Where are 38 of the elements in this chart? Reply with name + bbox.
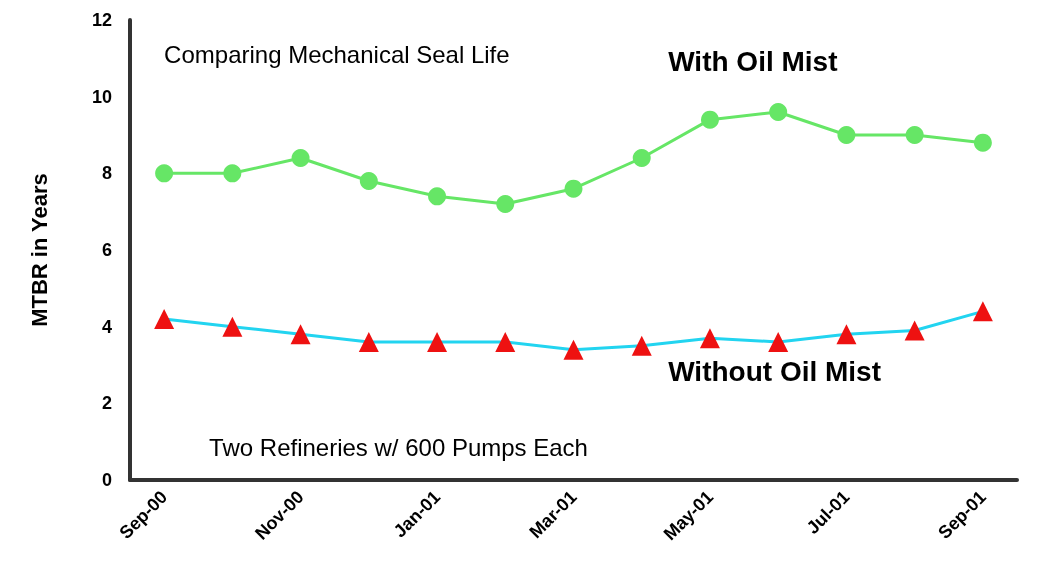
y-tick-label: 10	[91, 86, 112, 107]
point	[768, 332, 789, 352]
point	[496, 195, 515, 213]
point	[700, 110, 719, 129]
point	[427, 332, 448, 352]
point	[632, 149, 651, 167]
point	[495, 332, 516, 352]
point	[837, 126, 856, 144]
point	[358, 332, 379, 352]
annotation: Two Refineries w/ 600 Pumps Each	[209, 433, 588, 461]
point	[223, 164, 242, 183]
point	[154, 309, 175, 329]
y-tick-label: 2	[101, 393, 112, 414]
annotation: Comparing Mechanical Seal Life	[164, 40, 510, 68]
point	[836, 324, 857, 345]
point	[972, 301, 993, 322]
y-tick-label: 6	[101, 240, 112, 260]
point	[290, 324, 311, 345]
y-tick-label: 4	[101, 316, 112, 337]
y-tick-label: 0	[101, 470, 112, 490]
series-label: Without Oil Mist	[668, 355, 882, 387]
point	[359, 172, 378, 190]
point	[631, 335, 652, 356]
point	[155, 164, 174, 183]
point	[699, 328, 720, 349]
y-tick-label: 8	[101, 163, 112, 184]
point	[973, 133, 992, 152]
point	[563, 339, 584, 360]
point	[904, 320, 925, 341]
point	[428, 187, 447, 206]
point	[905, 126, 924, 144]
y-tick-label: 12	[91, 10, 112, 30]
point	[222, 316, 243, 337]
y-axis-title: MTBR in Years	[26, 173, 52, 327]
point	[769, 103, 788, 121]
series-label: With Oil Mist	[668, 45, 838, 77]
point	[291, 149, 310, 167]
point	[564, 179, 583, 198]
